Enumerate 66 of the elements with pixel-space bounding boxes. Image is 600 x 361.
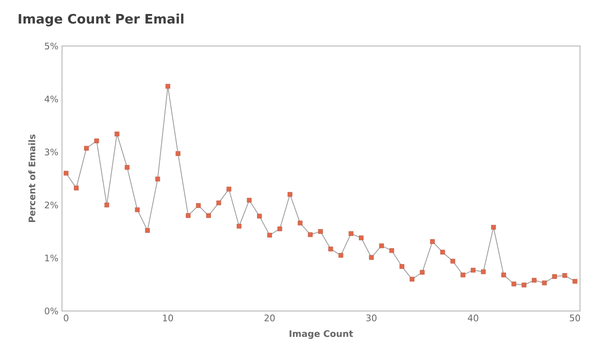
point	[440, 250, 445, 255]
point	[369, 255, 374, 260]
point	[186, 213, 191, 218]
point	[420, 270, 425, 275]
point	[572, 278, 578, 284]
y-tick-label: 1%	[45, 254, 58, 262]
point	[134, 207, 140, 212]
y-tick-label: 0%	[44, 308, 58, 314]
point	[226, 186, 232, 192]
point	[267, 232, 272, 238]
point	[288, 192, 292, 197]
point	[480, 269, 486, 274]
point	[410, 276, 414, 282]
point	[155, 176, 160, 182]
point	[328, 246, 334, 252]
point	[277, 226, 282, 232]
point	[460, 272, 466, 278]
point	[450, 258, 456, 264]
point	[400, 264, 404, 269]
x-tick-label: 30	[366, 314, 377, 322]
point	[532, 278, 537, 283]
x-tick-label: 10	[163, 314, 173, 322]
x-tick-label: 40	[468, 314, 478, 322]
point	[64, 170, 68, 176]
point	[236, 224, 242, 229]
point	[94, 138, 99, 144]
point	[318, 229, 323, 234]
y-tick-label: 3%	[44, 148, 58, 156]
point	[348, 231, 354, 236]
point	[542, 280, 547, 286]
point	[470, 268, 476, 273]
point	[124, 165, 130, 170]
point	[552, 274, 557, 279]
point	[379, 243, 384, 248]
point	[358, 236, 364, 240]
point	[84, 146, 89, 151]
y-tick-label: 5%	[44, 42, 58, 50]
point	[176, 151, 180, 156]
point	[501, 272, 506, 278]
point	[165, 84, 170, 89]
point	[562, 273, 568, 278]
point	[114, 132, 120, 136]
y-tick-label: 2%	[44, 202, 58, 208]
y-tick-label: 4%	[44, 96, 58, 102]
point	[512, 282, 516, 286]
point	[298, 220, 302, 226]
point	[491, 224, 496, 230]
point	[206, 213, 211, 218]
point	[246, 198, 252, 203]
point	[257, 214, 262, 218]
point	[145, 228, 150, 233]
point	[338, 252, 344, 258]
point	[308, 232, 313, 238]
x-axis-title: Image Count	[290, 330, 353, 339]
x-tick-label: 50	[570, 314, 580, 322]
point	[430, 239, 435, 244]
y-axis-title: Percent of Emails	[28, 134, 36, 222]
point	[74, 186, 79, 190]
point	[196, 203, 201, 208]
x-tick-label: 20	[264, 314, 275, 322]
x-tick-label: 0	[64, 314, 68, 322]
point	[522, 282, 526, 288]
chart-title: Image Count Per Email	[18, 14, 184, 26]
point	[216, 200, 222, 206]
point	[104, 202, 110, 208]
point	[389, 248, 394, 253]
